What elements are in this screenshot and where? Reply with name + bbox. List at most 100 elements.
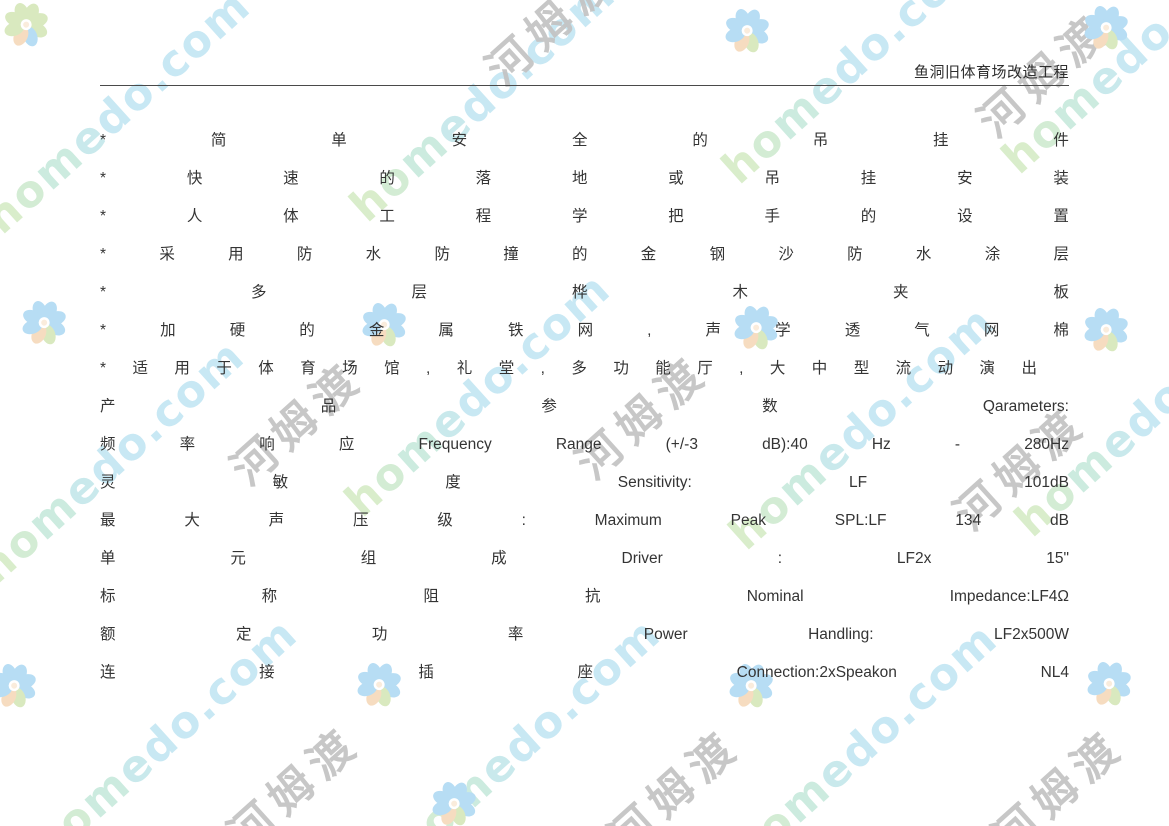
text-line-4: * 采 用 防 水 防 撞 的 金 钢 沙 防 水 涂 层 [100, 236, 1069, 274]
text-token: 中 [811, 360, 828, 377]
text-token: 场 [342, 360, 358, 377]
text-token: 接 [259, 664, 275, 681]
text-token: 15" [1046, 550, 1069, 567]
text-line-9: 频 率 响 应 Frequency Range (+/-3 dB):40 Hz - 280Hz [100, 426, 1069, 464]
text-token: 280Hz [1024, 436, 1069, 453]
text-token: Range [555, 436, 602, 453]
text-token: 夹 [892, 284, 909, 301]
text-token: 工 [379, 208, 395, 225]
text-token: 程 [475, 208, 492, 225]
text-token: 连 [100, 664, 116, 681]
text-token: 水 [365, 246, 382, 263]
text-line-1: * 简 单 安 全 的 吊 挂 件 [100, 122, 1069, 160]
text-token: 用 [174, 360, 190, 377]
text-token: 能 [655, 360, 671, 377]
text-token: Impedance:LF4Ω [949, 588, 1069, 605]
text-token: LF [848, 474, 868, 491]
text-token: 硬 [229, 322, 246, 339]
text-token: 防 [847, 246, 863, 263]
text-token: 声 [268, 512, 285, 529]
text-line-6: * 加 硬 的 金 属 铁 网, 声 学 透 气 网 棉 [100, 312, 1069, 350]
text-token: 体 [283, 208, 299, 225]
text-token: 产 [100, 398, 116, 415]
text-line-10: 灵 敏 度 Sensitivity: LF 101dB [100, 464, 1069, 502]
text-token: 应 [338, 436, 355, 453]
text-token: 响 [259, 436, 275, 453]
text-token: 用 [228, 246, 244, 263]
text-token: 抗 [585, 588, 601, 605]
text-token: 级 [437, 512, 453, 529]
text-token: 组 [360, 550, 377, 567]
text-token: 单 [100, 550, 116, 567]
text-token: 于 [216, 360, 232, 377]
text-token: Connection:2xSpeakon [736, 664, 897, 681]
text-token: 品 [320, 398, 337, 415]
text-token: Driver [621, 550, 663, 567]
text-token: 动 [937, 360, 954, 377]
text-token: 101dB [1024, 474, 1069, 491]
text-token: 大 [184, 512, 200, 529]
text-token: 透 [844, 322, 861, 339]
text-line-7: * 适 用 于 体 育 场 馆, 礼 堂, 多 功 能 厅, 大 中 型 流 动 演 出 [100, 350, 1037, 388]
text-token: 采 [159, 246, 175, 263]
text-token: 流 [895, 360, 912, 377]
text-token: 金 [368, 322, 385, 339]
text-token: 大 [769, 360, 786, 377]
text-token: 快 [186, 170, 203, 187]
text-token: 桦 [571, 284, 588, 301]
text-token: , [647, 322, 652, 339]
text-token: 人 [186, 208, 203, 225]
text-token: 防 [296, 246, 313, 263]
text-token: 厅 [697, 360, 713, 377]
text-token: : [777, 550, 783, 567]
text-token: 功 [613, 360, 629, 377]
text-token: * [100, 246, 107, 263]
text-token: 铁 [508, 322, 524, 339]
text-token: 板 [1053, 284, 1069, 301]
text-token: 称 [261, 588, 278, 605]
text-token: 涂 [984, 246, 1001, 263]
text-token: Peak [730, 512, 766, 529]
text-token: , [426, 360, 431, 377]
text-token: 或 [668, 170, 684, 187]
text-token: 的 [379, 170, 395, 187]
text-token: 棉 [1053, 322, 1069, 339]
text-token: 成 [491, 550, 507, 567]
text-token: 134 [955, 512, 982, 529]
text-token: : [521, 512, 526, 529]
text-token: Sensitivity: [617, 474, 692, 491]
text-token: 多 [571, 360, 587, 377]
text-token: 属 [438, 322, 454, 339]
text-token: dB [1049, 512, 1069, 529]
text-token: 定 [235, 626, 252, 643]
text-token: , [540, 360, 545, 377]
text-token: * [100, 132, 107, 149]
text-token: 育 [300, 360, 316, 377]
text-token: 气 [914, 322, 930, 339]
text-line-3: * 人 体 工 程 学 把 手 的 设 置 [100, 198, 1069, 236]
text-token: * [100, 208, 107, 225]
text-token: * [100, 170, 107, 187]
text-token: 率 [507, 626, 524, 643]
text-token: Nominal [746, 588, 804, 605]
text-token: 的 [860, 208, 877, 225]
text-token: NL4 [1040, 664, 1069, 681]
text-line-13: 标 称 阻 抗 Nominal Impedance:LF4Ω [100, 578, 1069, 616]
text-token: Qarameters: [982, 398, 1069, 415]
text-token: 的 [299, 322, 315, 339]
text-line-2: * 快 速 的 落 地 或 吊 挂 安 装 [100, 160, 1069, 198]
text-token: 率 [179, 436, 196, 453]
text-token: 数 [762, 398, 778, 415]
text-token: Handling: [808, 626, 874, 643]
text-line-14: 额 定 功 率 Power Handling: LF2x500W [100, 616, 1069, 654]
text-token: 层 [1053, 246, 1069, 263]
text-token: 座 [577, 664, 593, 681]
header-title: 鱼洞旧体育场改造工程 [913, 64, 1069, 81]
text-token: Power [643, 626, 688, 643]
text-token: 木 [732, 284, 748, 301]
text-token: 网 [577, 322, 594, 339]
text-token: 体 [258, 360, 274, 377]
text-token: 件 [1053, 132, 1069, 149]
text-token: 适 [132, 360, 148, 377]
text-token: (+/-3 [665, 436, 698, 453]
